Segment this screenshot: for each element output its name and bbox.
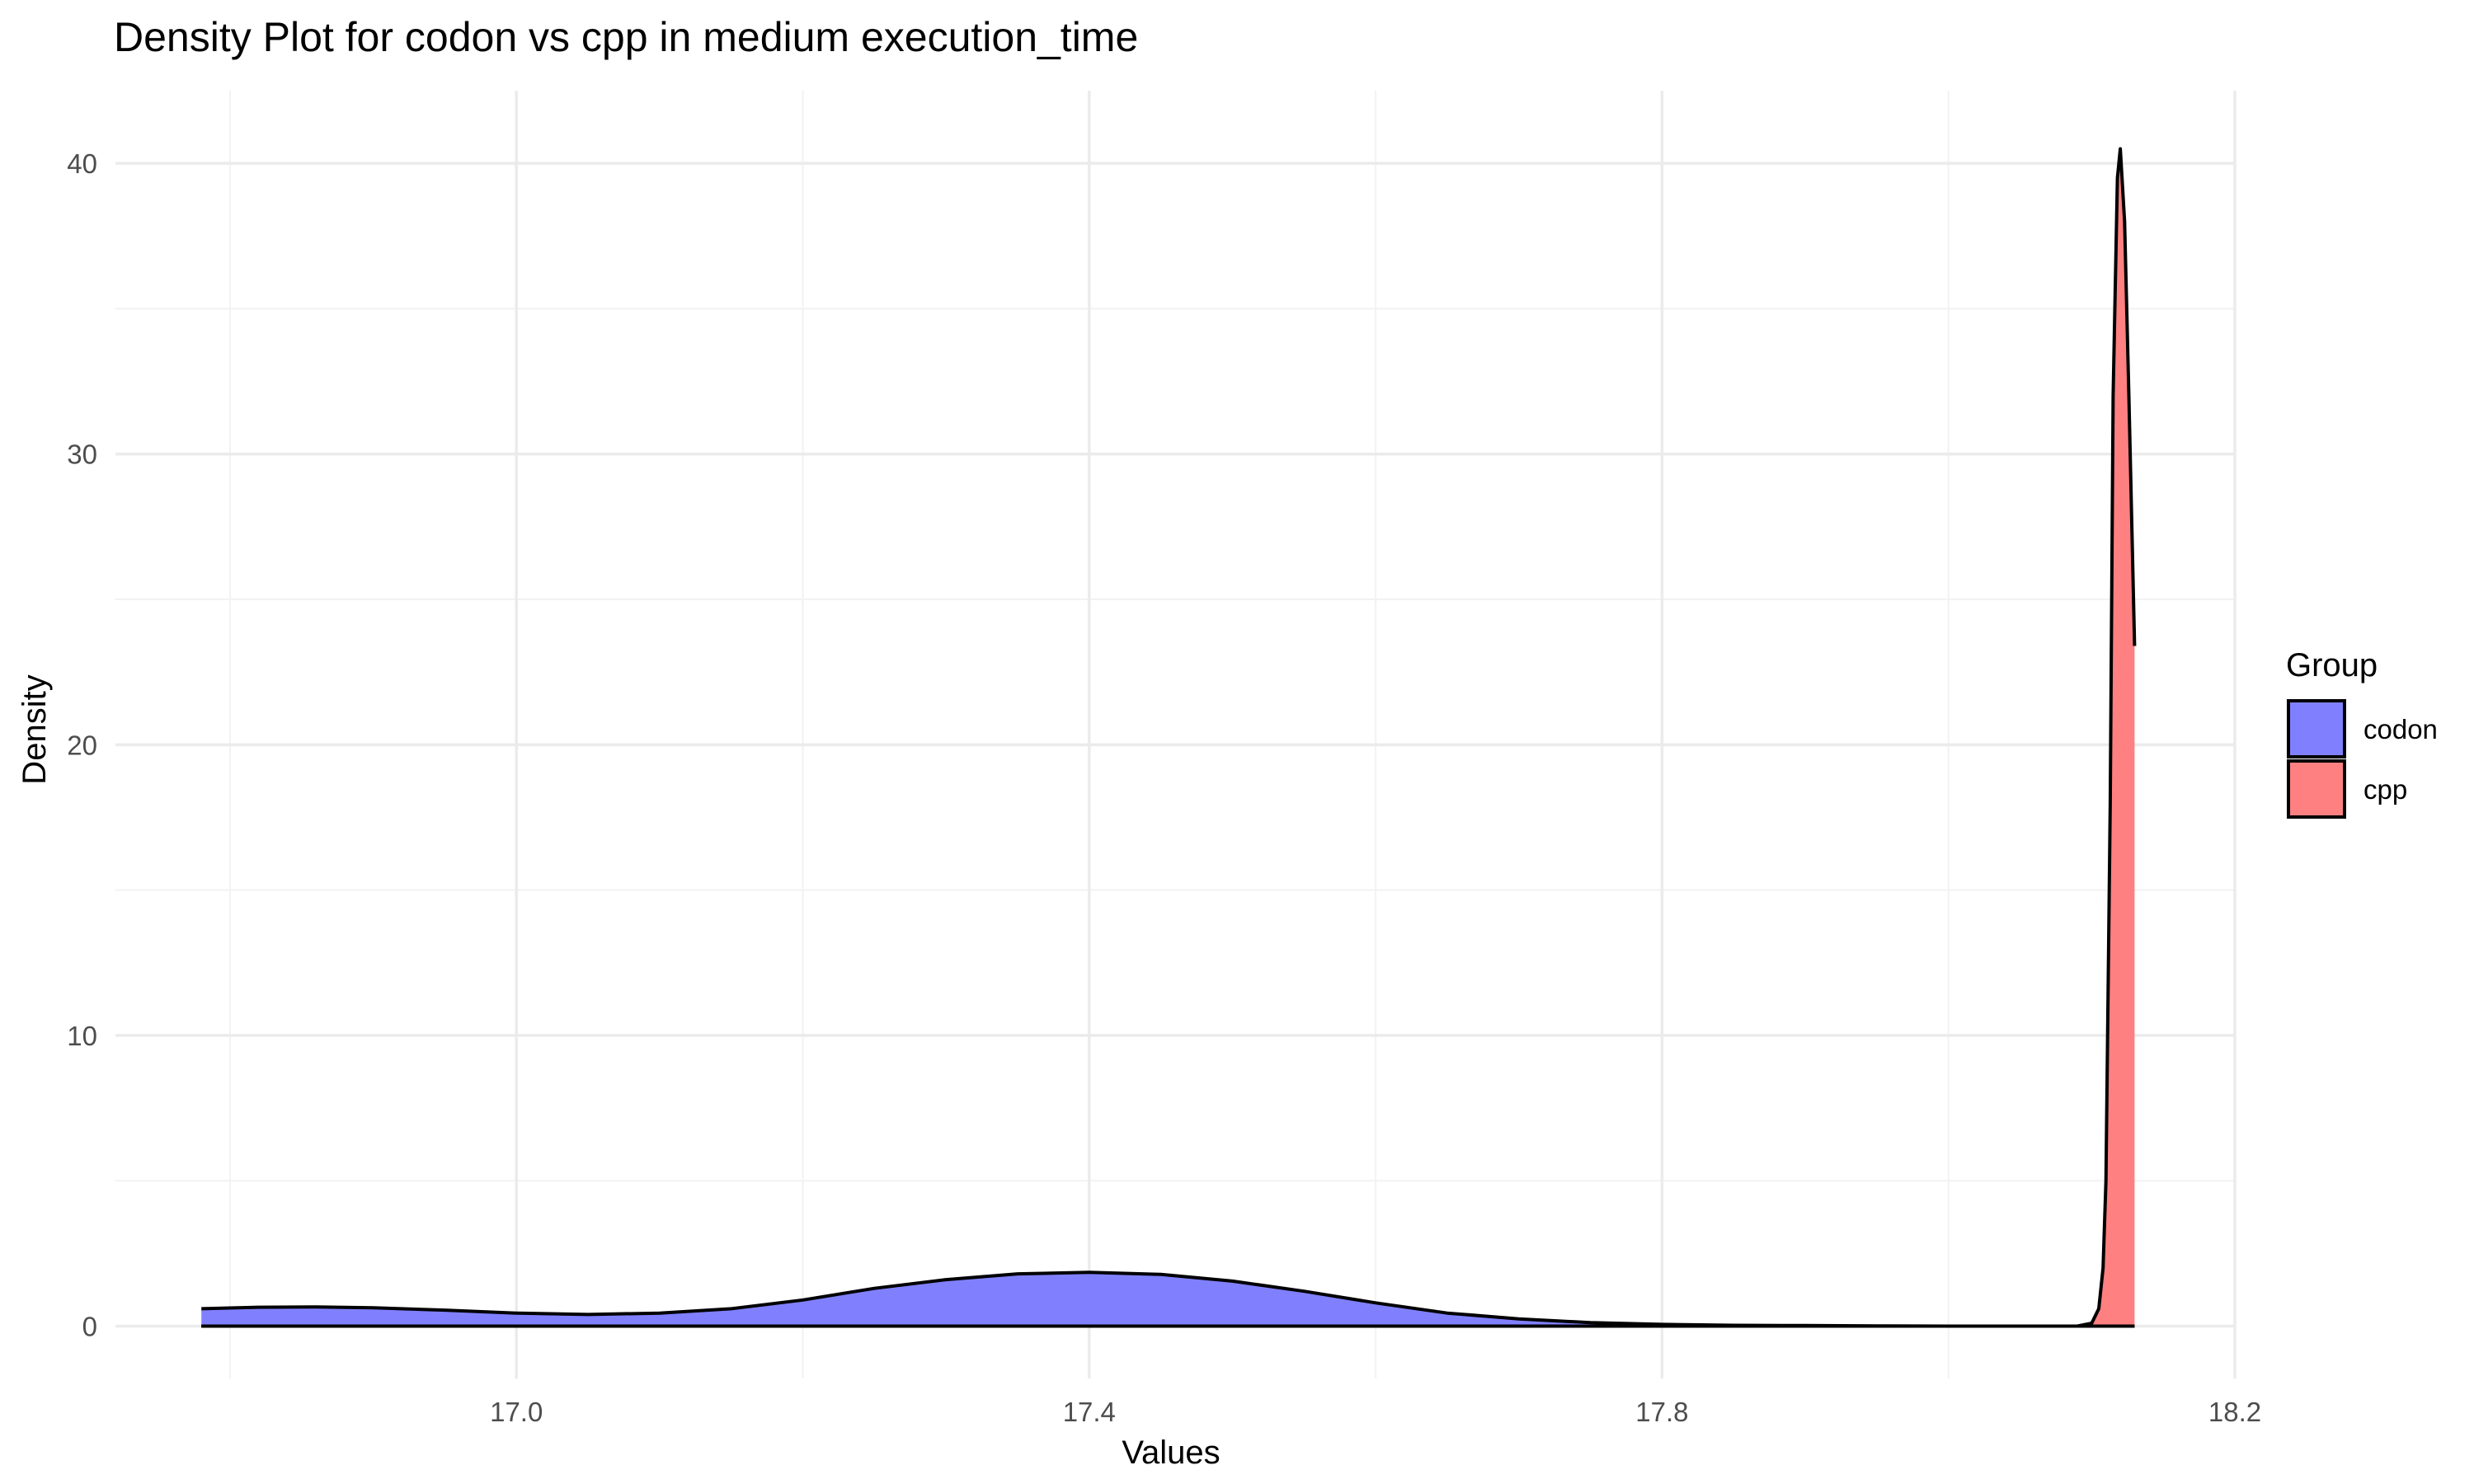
series-layer	[201, 147, 2137, 1328]
y-tick-label: 0	[82, 1312, 97, 1342]
density-line-cpp	[201, 147, 2137, 1328]
legend-label-cpp: cpp	[2363, 774, 2407, 805]
legend-key-cpp	[2287, 759, 2346, 819]
legend-key-codon	[2287, 699, 2346, 758]
density-area-codon	[201, 1272, 2135, 1327]
x-axis-title: Values	[1122, 1435, 1220, 1471]
x-tick-label: 17.0	[490, 1397, 543, 1427]
y-tick-label: 40	[67, 148, 97, 179]
x-tick-label: 17.8	[1635, 1397, 1688, 1427]
density-area-cpp	[201, 148, 2135, 1327]
x-tick-label: 18.2	[2208, 1397, 2261, 1427]
legend: Group codon cpp	[2286, 647, 2438, 819]
x-axis-ticks: 17.0 17.4 17.8 18.2	[490, 1397, 2261, 1427]
legend-title: Group	[2286, 647, 2378, 683]
grid	[115, 91, 2236, 1378]
y-tick-label: 20	[67, 730, 97, 760]
chart-title: Density Plot for codon vs cpp in medium …	[114, 14, 1138, 60]
y-tick-label: 30	[67, 439, 97, 470]
legend-label-codon: codon	[2363, 714, 2438, 744]
y-tick-label: 10	[67, 1021, 97, 1051]
y-axis-title: Density	[16, 674, 53, 784]
x-tick-label: 17.4	[1063, 1397, 1116, 1427]
y-axis-ticks: 0 10 20 30 40	[67, 148, 97, 1341]
